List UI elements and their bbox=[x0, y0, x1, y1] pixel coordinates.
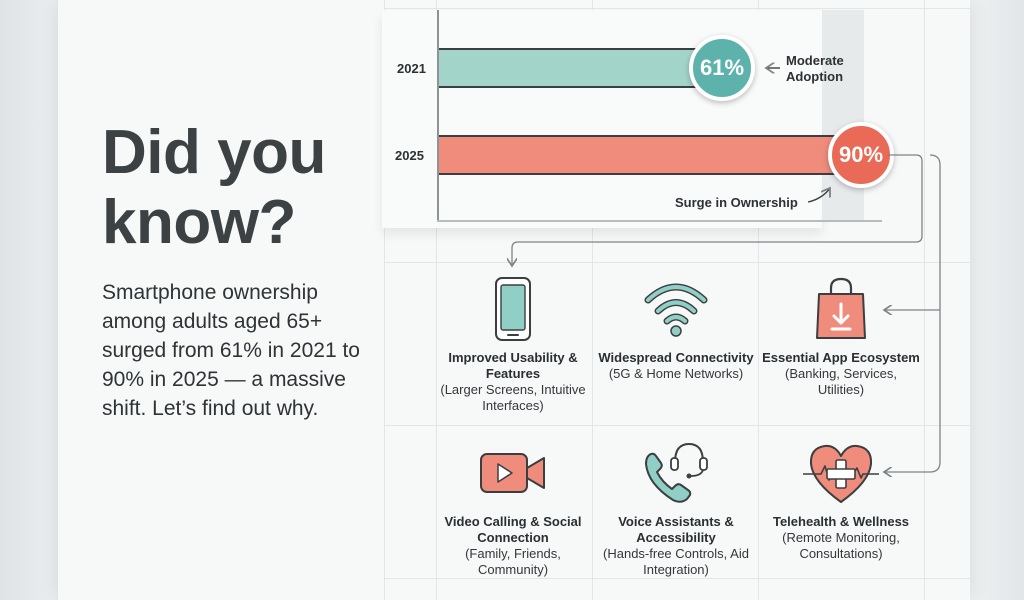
heart-health-icon bbox=[803, 444, 879, 503]
feature-subtitle: (Family, Friends, Community) bbox=[465, 546, 561, 577]
connector-to-usability bbox=[512, 154, 923, 266]
shopping-bag-icon bbox=[816, 277, 866, 339]
smartphone-icon bbox=[495, 277, 531, 341]
arrow-to-90 bbox=[807, 188, 830, 203]
feature-subtitle: (Banking, Services, Utilities) bbox=[785, 366, 897, 397]
wifi-icon bbox=[644, 283, 708, 337]
feature-telehealth: Telehealth & Wellness (Remote Monitoring… bbox=[761, 440, 921, 562]
feature-usability: Improved Usability & Features (Larger Sc… bbox=[433, 276, 593, 414]
x-axis bbox=[437, 220, 882, 222]
annotation-surge-in-ownership: Surge in Ownership bbox=[675, 195, 798, 210]
feature-subtitle: (5G & Home Networks) bbox=[608, 366, 744, 381]
feature-subtitle: (Larger Screens, Intuitive Interfaces) bbox=[440, 382, 586, 413]
connector-right bbox=[884, 154, 941, 472]
feature-subtitle: (Hands-free Controls, Aid Integration) bbox=[603, 546, 749, 577]
feature-title: Widespread Connectivity bbox=[598, 350, 754, 365]
bar-2021 bbox=[438, 48, 731, 88]
feature-title: Improved Usability & Features bbox=[448, 350, 578, 381]
headset-phone-icon bbox=[645, 442, 708, 503]
feature-video-calling: Video Calling & Social Connection (Famil… bbox=[433, 440, 593, 578]
feature-subtitle: (Remote Monitoring, Consultations) bbox=[782, 530, 900, 561]
video-camera-icon bbox=[480, 453, 545, 493]
y-axis bbox=[437, 10, 439, 222]
value-badge-2025: 90% bbox=[828, 122, 894, 188]
right-margin bbox=[970, 0, 1024, 600]
headline: Did you know? bbox=[102, 118, 326, 257]
value-badge-2021: 61% bbox=[689, 35, 755, 101]
left-margin bbox=[0, 0, 58, 600]
annotation-moderate-adoption: Moderate Adoption bbox=[786, 53, 844, 84]
feature-voice-assistants: Voice Assistants & Accessibility (Hands-… bbox=[596, 440, 756, 578]
category-label-2025: 2025 bbox=[395, 148, 424, 163]
feature-title: Telehealth & Wellness bbox=[772, 514, 910, 529]
feature-connectivity: Widespread Connectivity (5G & Home Netwo… bbox=[596, 276, 756, 382]
feature-title: Essential App Ecosystem bbox=[762, 350, 920, 365]
category-label-2021: 2021 bbox=[397, 61, 426, 76]
feature-app-ecosystem: Essential App Ecosystem (Banking, Servic… bbox=[761, 276, 921, 398]
feature-title: Video Calling & Social Connection bbox=[444, 514, 582, 545]
feature-title: Voice Assistants & Accessibility bbox=[618, 514, 734, 545]
background-grid bbox=[384, 0, 970, 600]
chart-panel bbox=[382, 10, 822, 228]
intro-text: Smartphone ownership among adults aged 6… bbox=[102, 281, 360, 420]
bar-2025 bbox=[438, 135, 870, 175]
